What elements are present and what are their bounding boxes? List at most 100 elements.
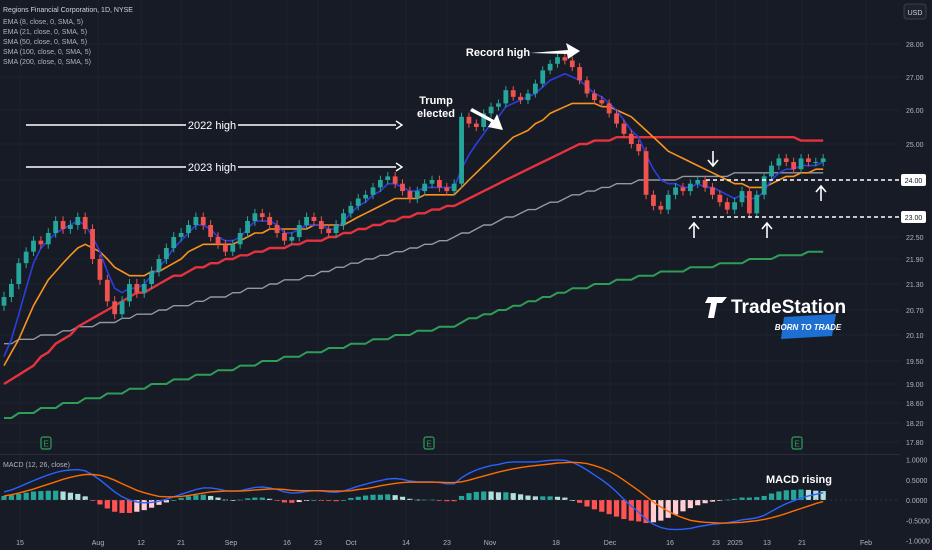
macd-histogram-bar	[540, 496, 546, 500]
arrow-right-icon	[395, 120, 404, 130]
macd-histogram-bar	[296, 500, 302, 503]
indicator-label: SMA (100, close, 0, SMA, 5)	[3, 49, 91, 56]
candle	[518, 96, 523, 101]
macd-line	[3, 459, 824, 531]
macd-histogram-bar	[104, 500, 110, 509]
x-tick-label: Nov	[484, 540, 497, 547]
candle	[532, 83, 538, 94]
macd-histogram-bar	[510, 493, 516, 500]
macd-histogram-bar	[621, 500, 627, 520]
candle	[16, 263, 22, 284]
macd-histogram-bar	[97, 500, 103, 505]
indicator-label: EMA (8, close, 0, SMA, 5)	[3, 19, 83, 26]
candle	[127, 284, 132, 302]
candle	[163, 248, 169, 259]
logo-badge	[781, 314, 836, 339]
candle	[732, 202, 738, 210]
candle	[746, 191, 752, 214]
candle	[599, 100, 605, 104]
macd-label: MACD (12, 26, close)	[3, 462, 70, 469]
macd-axis[interactable]: 1.0000 0.5000 0.0000 -0.5000 -1.0000	[906, 458, 930, 546]
price-label: 24.00	[905, 178, 923, 185]
macd-histogram-bar	[230, 500, 236, 501]
moving-averages	[3, 72, 824, 419]
x-tick-label: 12	[137, 540, 145, 547]
candle	[798, 158, 804, 170]
candle	[451, 183, 457, 192]
candle	[200, 217, 206, 225]
price-label-bg	[901, 211, 926, 223]
y-tick-label: 19.50	[906, 359, 924, 366]
macd-histogram-bar	[466, 493, 472, 500]
macd-histogram-bar	[193, 495, 199, 500]
x-tick-label: 21	[177, 540, 185, 547]
support-levels: 24.00 23.00	[692, 174, 926, 223]
macd-pane	[0, 459, 900, 531]
macd-histogram-bar	[281, 500, 288, 503]
macd-histogram-bar	[16, 493, 22, 500]
currency-button[interactable]: USD	[903, 3, 927, 20]
macd-histogram-bar	[1, 495, 7, 500]
candle	[614, 113, 619, 124]
candle	[134, 284, 140, 293]
macd-tick-label: -1.0000	[906, 539, 930, 546]
svg-text:E: E	[426, 440, 431, 449]
ma-line	[4, 250, 824, 419]
x-tick-label: 21	[798, 540, 806, 547]
macd-histogram-bar	[333, 500, 339, 502]
macd-histogram-bar	[178, 497, 184, 500]
earnings-markers[interactable]: E E E	[40, 436, 803, 450]
macd-histogram-bar	[746, 497, 752, 500]
macd-histogram-bar	[577, 500, 583, 503]
candle	[274, 225, 280, 233]
candle	[621, 123, 627, 134]
macd-histogram-bar	[628, 500, 634, 521]
time-axis[interactable]: 15 Aug 12 21 Sep 16 23 Oct 14 23 Nov 18 Dec 16 23 2025 1…	[16, 540, 872, 547]
macd-histogram-bar	[636, 500, 642, 522]
indicator-label: SMA (200, close, 0, SMA, 5)	[3, 59, 91, 66]
candle	[289, 237, 295, 241]
price-label: 23.00	[905, 215, 923, 222]
candle	[296, 225, 302, 237]
candle	[761, 176, 767, 195]
annotations: 2022 high 2023 high Record high Trump el…	[26, 43, 827, 238]
macd-histogram-bar	[67, 492, 74, 500]
macd-histogram-bar	[783, 490, 789, 500]
macd-histogram-bar	[813, 490, 819, 500]
y-tick-label: 19.00	[906, 382, 924, 389]
arrow-up-icon	[688, 221, 700, 238]
ma-line	[4, 172, 824, 345]
earnings-icon: E	[791, 436, 803, 450]
candle	[783, 158, 789, 162]
x-tick-label: 23	[712, 540, 720, 547]
arrow-up-icon	[761, 221, 773, 238]
candle	[385, 176, 391, 180]
macd-histogram-bar	[134, 500, 140, 512]
candle	[444, 187, 450, 192]
macd-histogram-bar	[444, 500, 450, 502]
candle	[665, 194, 671, 210]
candle	[525, 93, 531, 101]
x-tick-label: Sep	[225, 540, 238, 547]
candle	[68, 225, 73, 229]
macd-histogram-bar	[311, 500, 317, 501]
price-panel-bg	[0, 0, 932, 452]
macd-histogram-bar	[547, 496, 553, 500]
candle	[429, 180, 435, 184]
candle	[377, 180, 383, 188]
candle	[540, 70, 546, 84]
candle	[318, 221, 324, 229]
candle	[31, 240, 36, 252]
candle	[392, 176, 398, 184]
y-tick-label: 22.50	[906, 235, 924, 242]
macd-histogram-bar	[112, 500, 118, 512]
candle	[702, 180, 708, 188]
tradestation-logo: TradeStation BORN TO TRADE	[705, 297, 846, 339]
macd-histogram-bar	[163, 500, 169, 503]
macd-histogram-bar	[156, 500, 162, 505]
2023-high-label: 2023 high	[188, 162, 236, 174]
macd-histogram-bar	[89, 500, 96, 501]
candle	[53, 221, 59, 233]
arrow-down-right-icon	[470, 108, 503, 130]
